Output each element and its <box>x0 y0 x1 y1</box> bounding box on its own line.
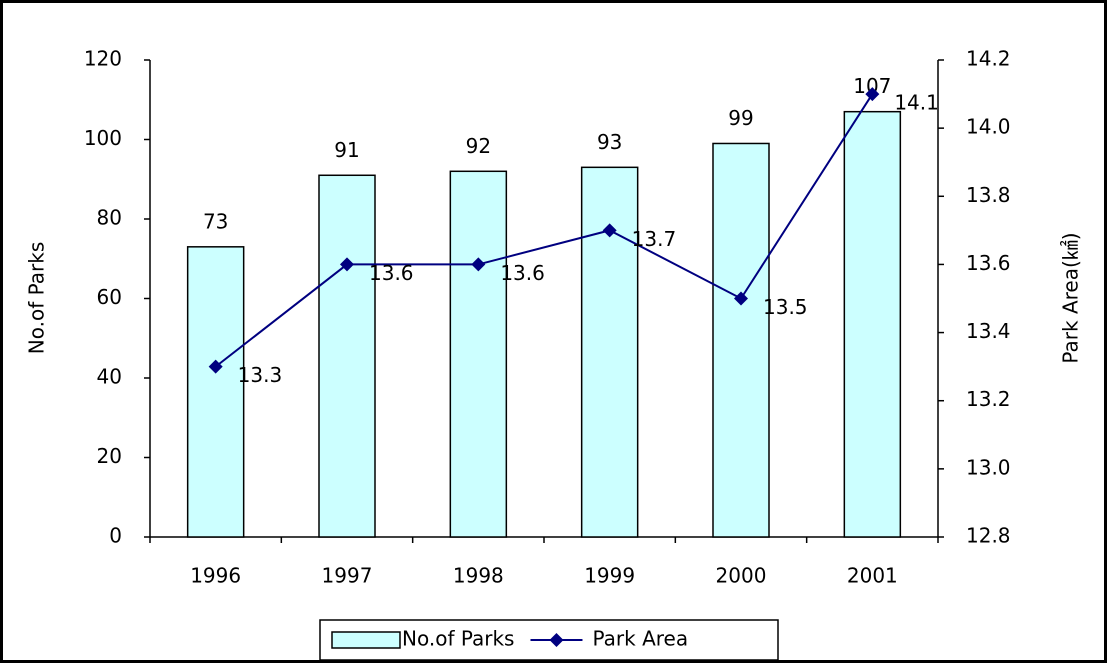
x-tick-label: 1997 <box>322 564 373 588</box>
legend-label: Park Area <box>592 627 688 651</box>
x-tick-label: 1996 <box>190 564 241 588</box>
line-value-label: 13.3 <box>238 363 283 387</box>
bar-value-label: 91 <box>334 138 359 162</box>
line-marker <box>734 291 748 306</box>
y2-tick-label: 13.6 <box>966 251 1011 275</box>
y-axis-label: No.of Parks <box>25 242 49 354</box>
y-tick-label: 80 <box>97 206 122 230</box>
line-value-label: 13.7 <box>632 227 677 251</box>
bar <box>449 170 508 538</box>
y2-tick-label: 13.2 <box>966 387 1011 411</box>
legend-label: No.of Parks <box>402 627 514 651</box>
line-marker <box>865 87 880 102</box>
bar-value-label: 99 <box>728 106 753 130</box>
y2-tick-label: 14.0 <box>966 115 1011 139</box>
line-marker <box>340 257 354 272</box>
y2-tick-label: 12.8 <box>966 524 1011 548</box>
line-value-label: 13.5 <box>763 295 808 319</box>
bar-value-label: 92 <box>466 134 491 158</box>
legend-swatch <box>331 631 401 649</box>
y2-tick-label: 14.2 <box>966 47 1011 71</box>
line-marker <box>208 359 223 374</box>
y-tick-label: 60 <box>97 285 122 309</box>
line-value-label: 13.6 <box>369 261 414 285</box>
bar-value-label: 73 <box>203 209 228 233</box>
y-tick-label: 100 <box>84 126 122 150</box>
y2-tick-label: 13.0 <box>966 455 1011 479</box>
x-tick-label: 1998 <box>453 564 504 588</box>
bar <box>843 110 902 538</box>
line-value-label: 14.1 <box>894 91 939 115</box>
line-value-label: 13.6 <box>500 261 545 285</box>
legend-marker <box>549 633 564 647</box>
bar <box>712 142 770 538</box>
bar <box>186 246 245 538</box>
x-tick-label: 1999 <box>584 564 635 588</box>
line-marker <box>471 257 486 272</box>
bar <box>318 174 376 538</box>
bar-value-label: 93 <box>597 130 622 154</box>
x-tick-label: 2001 <box>847 564 898 588</box>
y-tick-label: 120 <box>84 47 122 71</box>
line-marker <box>602 223 617 238</box>
y-tick-label: 0 <box>109 524 122 548</box>
line <box>215 93 874 368</box>
y-tick-label: 40 <box>97 365 122 389</box>
y2-tick-label: 13.4 <box>966 319 1011 343</box>
y2-axis-label: Park Area(㎢) <box>1059 232 1083 363</box>
y-tick-label: 20 <box>97 444 122 468</box>
x-tick-label: 2000 <box>716 564 767 588</box>
bar <box>580 166 639 538</box>
y2-tick-label: 13.8 <box>966 183 1011 207</box>
